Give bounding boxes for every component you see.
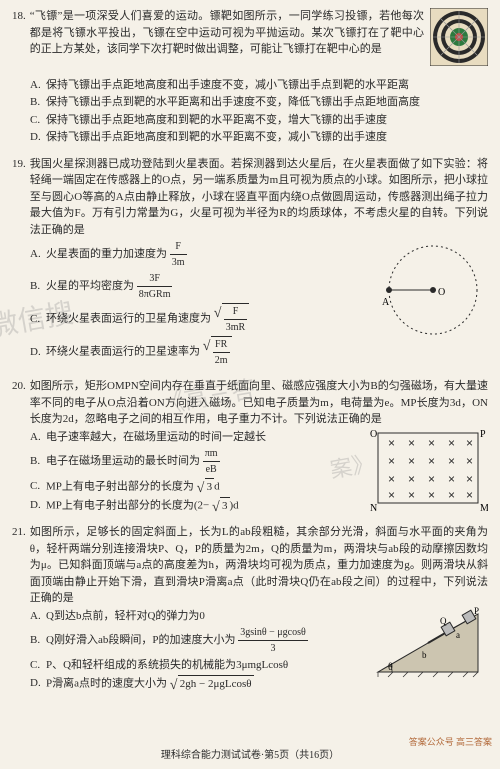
svg-text:P: P [474, 606, 479, 616]
svg-text:×: × [388, 454, 395, 468]
svg-text:×: × [466, 472, 473, 486]
label-o: O [438, 287, 445, 298]
svg-text:×: × [428, 488, 435, 502]
svg-text:a: a [456, 630, 460, 640]
q18-text: “飞镖”是一项深受人们喜爱的运动。镖靶如图所示，一同学练习投镖，若他每次都是将飞… [30, 10, 424, 55]
svg-text:×: × [408, 454, 415, 468]
q21-stem: 如图所示，足够长的固定斜面上，长为L的ab段粗糙，其余部分光滑，斜面与水平面的夹… [30, 524, 488, 607]
svg-text:b: b [422, 650, 427, 660]
q19-stem: 我国火星探测器已成功登陆到火星表面。若探测器到达火星后，在火星表面做了如下实验：… [30, 156, 488, 239]
svg-text:×: × [428, 454, 435, 468]
q18-number: 18. [12, 8, 26, 25]
q18-stem: “飞镖”是一项深受人们喜爱的运动。镖靶如图所示，一同学练习投镖，若他每次都是将飞… [30, 8, 488, 76]
svg-text:×: × [428, 472, 435, 486]
dartboard-figure [430, 8, 488, 72]
svg-text:×: × [466, 488, 473, 502]
svg-text:×: × [466, 436, 473, 450]
q20-text: 如图所示，矩形OMPN空间内存在垂直于纸面向里、磁感应强度大小为B的匀强磁场，有… [30, 380, 488, 425]
svg-text:×: × [388, 472, 395, 486]
q21-number: 21. [12, 524, 26, 541]
svg-text:×: × [448, 472, 455, 486]
question-19: 19. 我国火星探测器已成功登陆到火星表面。若探测器到达火星后，在火星表面做了如… [12, 156, 488, 369]
q21-text: 如图所示，足够长的固定斜面上，长为L的ab段粗糙，其余部分光滑，斜面与水平面的夹… [30, 526, 488, 604]
page-footer: 理科综合能力测试试卷·第5页（共16页） [0, 748, 500, 763]
q19-number: 19. [12, 156, 26, 173]
question-20: 20. 如图所示，矩形OMPN空间内存在垂直于纸面向里、磁感应强度大小为B的匀强… [12, 378, 488, 514]
q19-text: 我国火星探测器已成功登陆到火星表面。若探测器到达火星后，在火星表面做了如下实验：… [30, 158, 488, 236]
svg-text:×: × [388, 436, 395, 450]
svg-text:×: × [448, 454, 455, 468]
q18-option-d: D.保持飞镖出手点距地高度和到靶的水平距离不变，减小飞镖的出手速度 [30, 129, 488, 146]
svg-text:×: × [448, 488, 455, 502]
label-a: A [382, 297, 390, 308]
q18-option-b: B.保持飞镖出手点到靶的水平距离和出手速度不变，降低飞镖出手点距地面高度 [30, 94, 488, 111]
svg-text:P: P [480, 429, 486, 440]
svg-text:Q: Q [440, 616, 447, 626]
svg-text:N: N [370, 503, 377, 514]
svg-text:M: M [480, 503, 488, 514]
svg-text:×: × [466, 454, 473, 468]
q18-option-c: C.保持飞镖出手点距地高度和到靶的水平距离不变，增大飞镖的出手速度 [30, 112, 488, 129]
svg-text:×: × [408, 488, 415, 502]
circle-figure: A O [378, 235, 488, 351]
svg-text:×: × [408, 436, 415, 450]
svg-text:×: × [428, 436, 435, 450]
q20-stem: 如图所示，矩形OMPN空间内存在垂直于纸面向里、磁感应强度大小为B的匀强磁场，有… [30, 378, 488, 428]
question-18: 18. “飞 [12, 8, 488, 146]
svg-text:×: × [408, 472, 415, 486]
q18-option-a: A.保持飞镖出手点距地高度和出手速度不变，减小飞镖出手点到靶的水平距离 [30, 77, 488, 94]
question-21: 21. 如图所示，足够长的固定斜面上，长为L的ab段粗糙，其余部分光滑，斜面与水… [12, 524, 488, 692]
q20-number: 20. [12, 378, 26, 395]
svg-text:O: O [370, 429, 377, 440]
rect-figure: × × × × × × × × × × × × × × × × × × × × O P N M [368, 425, 488, 521]
incline-figure: P Q a b θ [368, 604, 488, 686]
svg-text:×: × [388, 488, 395, 502]
svg-text:×: × [448, 436, 455, 450]
corner-watermark: 答案公众号 高三答案 [409, 736, 492, 750]
